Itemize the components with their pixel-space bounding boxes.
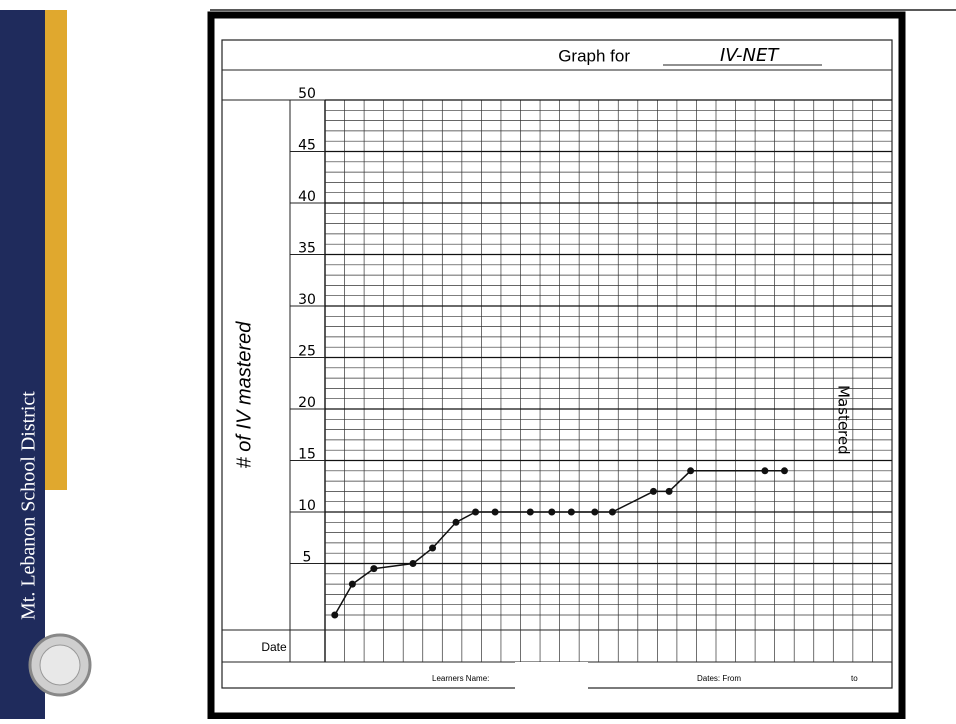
slide: Mt. Lebanon School District Graph for IV… [0,0,956,719]
annotation: Mastered [835,385,853,455]
data-point [650,488,657,495]
chart-frame [211,15,902,716]
row-label: Date [261,640,287,654]
chart-title: Graph for [558,46,630,65]
footer-to: to [851,674,858,683]
footer-from: Dates: From [697,674,741,683]
data-point [687,467,694,474]
sidebar-stripe [45,10,67,490]
data-point [781,467,788,474]
data-point [527,509,534,516]
data-point [548,509,555,516]
y-axis-label: # of IV mastered [233,321,255,469]
data-point [568,509,575,516]
logo-inner [40,645,80,685]
data-point [591,509,598,516]
data-point [492,509,499,516]
footer-name: Learners Name: [432,674,489,683]
data-point [370,565,377,572]
chart-subject: IV-NET [720,45,780,66]
sidebar-title: Mt. Lebanon School District [18,391,40,620]
data-point [331,612,338,619]
data-point [349,581,356,588]
data-point [409,560,416,567]
data-point [429,545,436,552]
data-point [472,509,479,516]
data-point [666,488,673,495]
redaction [515,662,588,690]
data-point [609,509,616,516]
data-point [452,519,459,526]
data-point [761,467,768,474]
